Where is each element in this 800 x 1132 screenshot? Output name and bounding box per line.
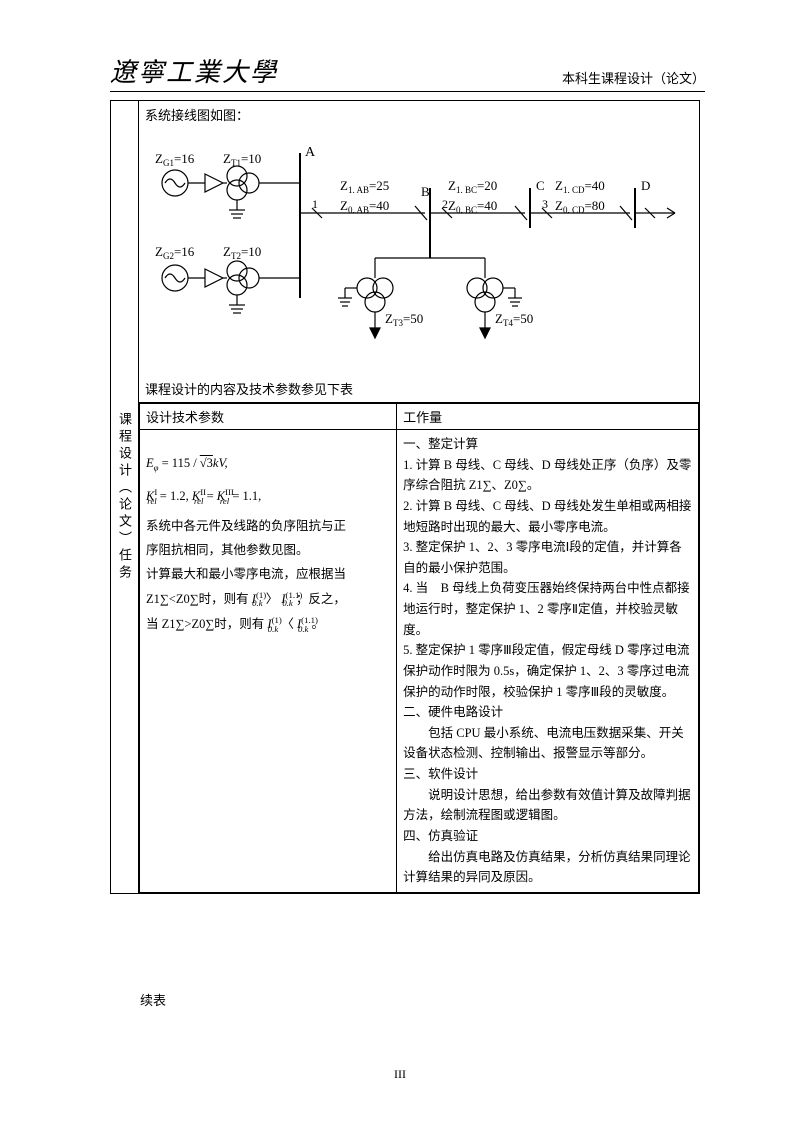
main-table: 课程设计（论文）任务 系统接线图如图：	[110, 100, 700, 894]
work-t4: 四、仿真验证	[403, 826, 692, 847]
params-line5: 计算最大和最小零序电流，应根据当	[146, 563, 390, 587]
continued-label: 续表	[140, 990, 166, 1009]
page-number: III	[0, 1067, 800, 1082]
work-t2: 二、硬件电路设计	[403, 702, 692, 723]
equation-k: KIrel = 1.2, KIIrel = KIIIrel = 1.1,	[146, 484, 390, 509]
svg-text:Z0. BC=40: Z0. BC=40	[448, 198, 497, 215]
side-label-text: 课程设计（论文）任务	[117, 412, 132, 582]
svg-text:ZT1=10: ZT1=10	[223, 151, 261, 168]
side-label: 课程设计（论文）任务	[111, 101, 139, 894]
svg-text:C: C	[536, 178, 545, 193]
svg-text:D: D	[641, 178, 650, 193]
svg-text:Z1. BC=20: Z1. BC=20	[448, 178, 497, 195]
params-line3: 系统中各元件及线路的负序阻抗与正	[146, 515, 390, 539]
svg-text:2: 2	[442, 197, 448, 211]
work-t1: 一、整定计算	[403, 434, 692, 455]
diagram-subcaption: 课程设计的内容及技术参数参见下表	[145, 379, 693, 398]
svg-text:3: 3	[542, 197, 548, 211]
svg-text:Z1. CD=40: Z1. CD=40	[555, 178, 605, 195]
header-params: 设计技术参数	[140, 404, 397, 430]
diagram-cell: 系统接线图如图：	[139, 101, 700, 403]
header-work: 工作量	[397, 404, 699, 430]
work-l8: 给出仿真电路及仿真结果，分析仿真结果同理论计算结果的异同及原因。	[403, 847, 692, 888]
svg-text:ZT2=10: ZT2=10	[223, 244, 261, 261]
work-l5: 5. 整定保护 1 零序Ⅲ段定值，假定母线 D 零序过电流保护动作时限为 0.5…	[403, 640, 692, 702]
equation-e: Eφ = 115 / √3kV,	[146, 452, 390, 476]
svg-text:Z0. CD=80: Z0. CD=80	[555, 198, 605, 215]
diagram-caption: 系统接线图如图：	[145, 105, 693, 124]
work-l6: 包括 CPU 最小系统、电流电压数据采集、开关设备状态检测、控制输出、报警显示等…	[403, 723, 692, 764]
svg-text:Z0. AB=40: Z0. AB=40	[340, 198, 389, 215]
work-l1: 1. 计算 B 母线、C 母线、D 母线处正序（负序）及零序综合阻抗 Z1∑、Z…	[403, 455, 692, 496]
params-line6: Z1∑<Z0∑时，则有 I(1)0.k 〉 I(1.1)0.k ；反之，	[146, 587, 390, 612]
params-line7: 当 Z1∑>Z0∑时，则有 I(1)0.k 〈 I(1.1)0.k 。	[146, 612, 390, 637]
svg-text:A: A	[305, 145, 316, 160]
svg-text:ZG1=16: ZG1=16	[155, 151, 195, 168]
work-l3: 3. 整定保护 1、2、3 零序电流Ⅰ段的定值，并计算各自的最小保护范围。	[403, 537, 692, 578]
svg-text:B: B	[421, 184, 430, 199]
work-l2: 2. 计算 B 母线、C 母线、D 母线处发生单相或两相接地短路时出现的最大、最…	[403, 496, 692, 537]
svg-text:1: 1	[312, 197, 318, 211]
svg-text:ZT4=50: ZT4=50	[495, 311, 533, 328]
work-l7: 说明设计思想，给出参数有效值计算及故障判据方法，绘制流程图或逻辑图。	[403, 785, 692, 826]
svg-text:ZT3=50: ZT3=50	[385, 311, 423, 328]
svg-text:ZG2=16: ZG2=16	[155, 244, 195, 261]
params-line4: 序阻抗相同，其他参数见图。	[146, 539, 390, 563]
params-table: 设计技术参数 工作量 Eφ = 115 / √3kV, KIrel = 1.2,…	[139, 403, 699, 893]
page-header: 遼寧工業大學 本科生课程设计（论文）	[110, 52, 705, 92]
params-content: Eφ = 115 / √3kV, KIrel = 1.2, KIIrel = K…	[140, 430, 397, 893]
header-subtitle: 本科生课程设计（论文）	[562, 68, 705, 87]
svg-text:Z1. AB=25: Z1. AB=25	[340, 178, 389, 195]
work-l4: 4. 当 B 母线上负荷变压器始终保持两台中性点都接地运行时，整定保护 1、2 …	[403, 578, 692, 640]
work-content: 一、整定计算 1. 计算 B 母线、C 母线、D 母线处正序（负序）及零序综合阻…	[397, 430, 699, 893]
circuit-diagram: ZG1=16 ZT1=10 ZG2=16 ZT2=10 A B C D Z1. …	[145, 128, 685, 373]
university-logo: 遼寧工業大學	[110, 58, 278, 87]
work-t3: 三、软件设计	[403, 764, 692, 785]
